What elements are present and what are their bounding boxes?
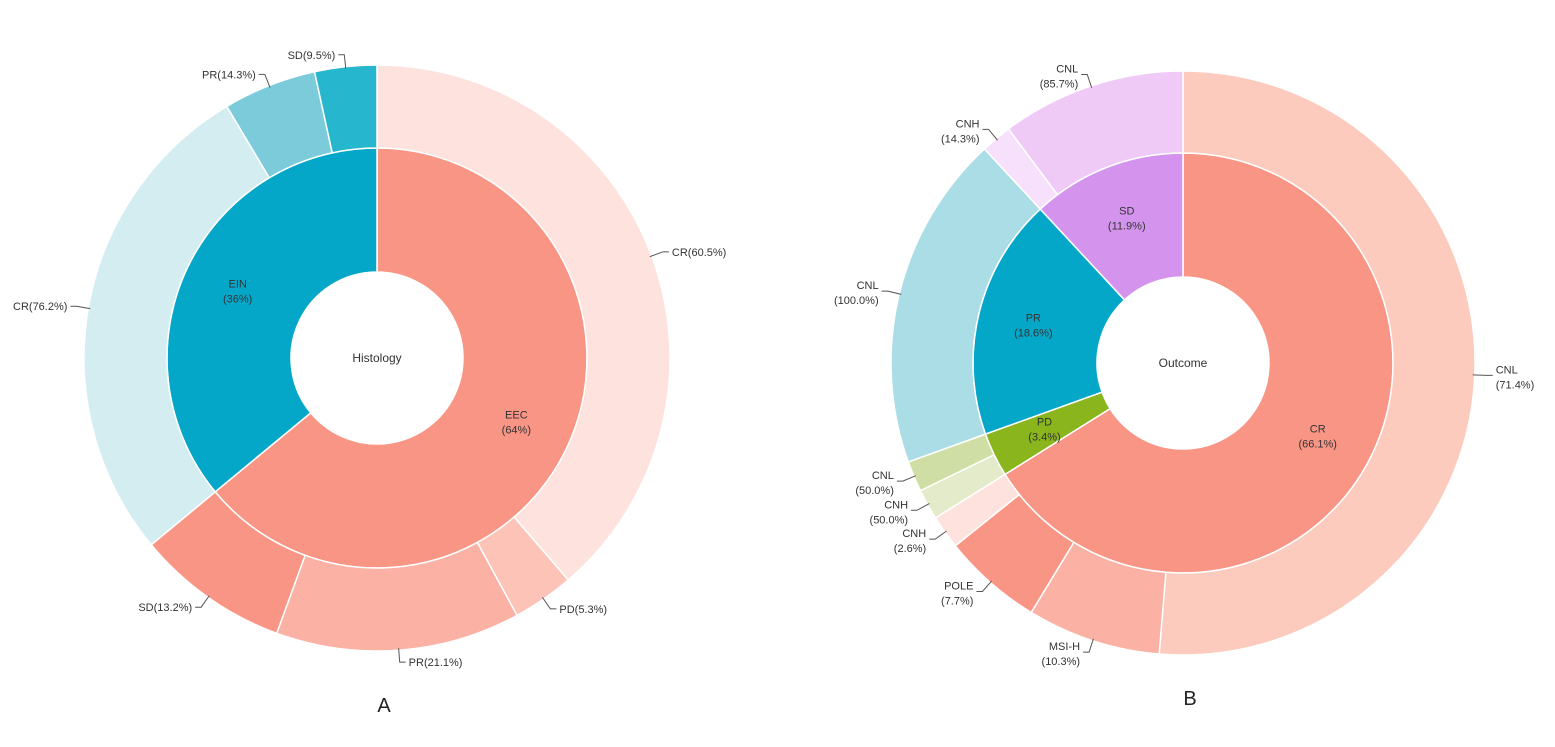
- chart-b-pd-cnh-outer-label: CNH: [884, 499, 908, 511]
- chart-a-ein-sd-outer-slice: [313, 64, 378, 154]
- chart-a-eec-inner-pct: (64%): [502, 425, 531, 437]
- chart-b-cr-pole-outer-pct: (7.7%): [941, 595, 973, 607]
- chart-b-cr-msi-h-leader-line: [1083, 638, 1094, 653]
- chart-b-pd-cnh-outer-pct: (50.0%): [870, 514, 909, 526]
- chart-b-pr-cnl-outer-pct: (100.0%): [834, 295, 879, 307]
- chart-a-eec-inner-label: EEC: [505, 410, 528, 422]
- chart-b-sd-cnh-outer-pct: (14.3%): [941, 133, 980, 145]
- chart-b-cr-cnl-outer-label: CNL: [1496, 364, 1518, 376]
- chart-a-ein-sd-leader-line: [338, 54, 347, 69]
- chart-a-ein-pr-outer-label: PR(14.3%): [202, 69, 256, 81]
- chart-b-sd-cnh-leader-line: [982, 128, 998, 141]
- chart-b-cr-msi-h-outer-pct: (10.3%): [1042, 656, 1081, 668]
- chart-a-eec-sd-outer-label: SD(13.2%): [138, 602, 192, 614]
- chart-b-cr-inner-pct: (66.1%): [1298, 439, 1337, 451]
- chart-a-eec-pd-outer-label: PD(5.3%): [559, 604, 607, 616]
- chart-b-pd-cnl-outer-label: CNL: [872, 470, 894, 482]
- chart-b-cr-msi-h-outer-label: MSI-H: [1049, 641, 1080, 653]
- chart-b-pr-cnl-leader-line: [881, 290, 902, 295]
- chart-b-sd-inner-label: SD: [1119, 206, 1134, 218]
- chart-b-cr-cnh-outer-label: CNH: [902, 528, 926, 540]
- chart-b-pr-inner-pct: (18.6%): [1014, 328, 1053, 340]
- chart-a-eec-pr-outer-label: PR(21.1%): [409, 657, 463, 669]
- chart-b-sd-cnl-leader-line: [1081, 73, 1093, 88]
- chart-b-sd-cnh-outer-label: CNH: [956, 118, 980, 130]
- chart-a-ein-cr-leader-line: [70, 305, 91, 310]
- chart-a-panel-letter: A: [377, 695, 391, 717]
- chart-b-panel-letter: B: [1183, 688, 1196, 710]
- chart-b-pd-inner-pct: (3.4%): [1028, 431, 1060, 443]
- chart-b-cr-pole-outer-label: POLE: [944, 580, 973, 592]
- chart-a-ein-sd-outer-label: SD(9.5%): [288, 50, 336, 62]
- chart-b-sd-cnl-outer-pct: (85.7%): [1040, 78, 1079, 90]
- chart-b-center-hole: [1097, 277, 1269, 449]
- chart-b-pd-cnl-outer-pct: (50.0%): [855, 485, 894, 497]
- chart-a-ein-pr-leader-line: [258, 73, 271, 88]
- chart-b-cr-cnh-leader-line: [929, 530, 947, 540]
- chart-a-eec-pr-leader-line: [398, 648, 406, 663]
- chart-a-eec-sd-leader-line: [195, 595, 210, 608]
- chart-b-cr-cnl-outer-pct: (71.4%): [1496, 379, 1535, 391]
- chart-b-cr-cnh-outer-pct: (2.6%): [894, 543, 926, 555]
- chart-b: CR (66.1%) CNL (71.4%) MSI-H (10.3%) POLE (7.7%…: [834, 63, 1534, 710]
- chart-b-pd-cnh-leader-line: [911, 503, 930, 511]
- chart-a-eec-pd-leader-line: [542, 597, 557, 610]
- chart-b-pr-cnl-outer-label: CNL: [857, 280, 879, 292]
- chart-b-sd-cnl-outer-slice: [1007, 70, 1184, 196]
- chart-b-sd-inner-pct: (11.9%): [1108, 221, 1146, 233]
- chart-a-eec-cr-leader-line: [649, 251, 669, 258]
- chart-b-pd-cnl-leader-line: [896, 475, 916, 482]
- chart-b-cr-cnl-outer-slice: [1158, 70, 1476, 656]
- chart-a-center-hole: [291, 272, 463, 444]
- chart-a: EEC (64%) CR(60.5%) PD(5.3%) PR(21.1%) SD(13.…: [13, 50, 726, 717]
- chart-b-cr-pole-leader-line: [976, 580, 993, 592]
- chart-a-ein-inner-pct: (36%): [223, 293, 252, 305]
- chart-a-eec-cr-outer-slice: [376, 64, 671, 582]
- chart-a-ein-cr-outer-slice: [83, 105, 271, 546]
- chart-b-sd-cnl-outer-label: CNL: [1056, 63, 1078, 75]
- chart-a-ein-inner-label: EIN: [228, 278, 246, 290]
- chart-a-eec-cr-outer-label: CR(60.5%): [672, 247, 726, 259]
- chart-b-center-label: Outcome: [1159, 356, 1208, 370]
- chart-b-cr-inner-label: CR: [1310, 424, 1326, 436]
- chart-a-ein-cr-outer-label: CR(76.2%): [13, 301, 67, 313]
- chart-b-pd-inner-label: PD: [1037, 416, 1052, 428]
- chart-b-pr-inner-label: PR: [1026, 313, 1041, 325]
- chart-b-cr-cnl-leader-line: [1472, 374, 1493, 376]
- chart-a-center-label: Histology: [352, 351, 401, 365]
